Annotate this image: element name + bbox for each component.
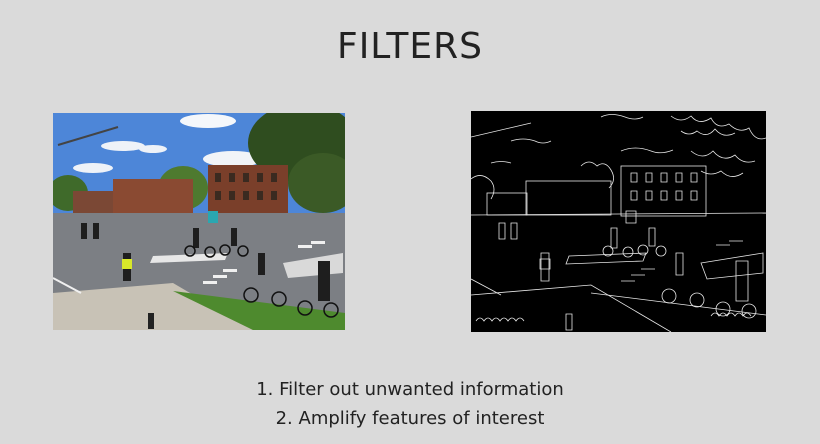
filtered-photo (471, 111, 766, 332)
original-photo (53, 113, 345, 330)
bullet-list: 1. Filter out unwanted information 2. Am… (0, 375, 820, 433)
bullet-point-2: 2. Amplify features of interest (275, 408, 545, 429)
slide-title: FILTERS (336, 26, 484, 67)
bullet-point-1: 1. Filter out unwanted information (256, 379, 564, 400)
